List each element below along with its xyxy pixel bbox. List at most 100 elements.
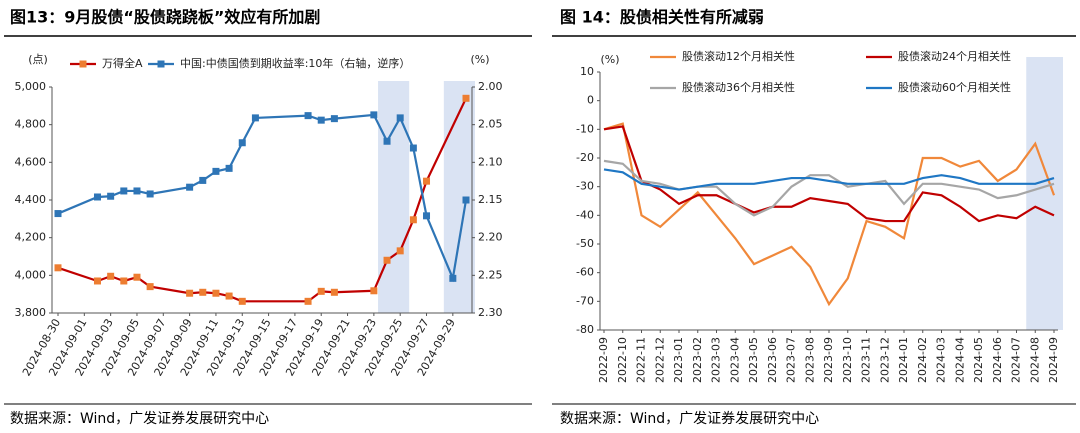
y-tick-label: 4,800 bbox=[15, 118, 47, 131]
x-tick-label: 2024-08 bbox=[1028, 337, 1041, 383]
y-tick-label: -60 bbox=[576, 266, 594, 279]
y2-tick-label: 2.20 bbox=[478, 231, 503, 244]
x-tick-label: 2024-02 bbox=[916, 337, 929, 383]
source-note: 数据来源：Wind，广发证券发展研究中心 bbox=[560, 411, 819, 427]
x-tick-label: 2023-06 bbox=[766, 337, 779, 383]
series-marker bbox=[383, 256, 391, 264]
x-tick-label: 2023-12 bbox=[878, 337, 891, 383]
series-marker bbox=[304, 112, 312, 120]
series-marker bbox=[423, 177, 431, 185]
legend-label: 股债滚动12个月相关性 bbox=[682, 49, 795, 63]
series-marker bbox=[54, 264, 62, 272]
x-tick-label: 2022-12 bbox=[653, 337, 666, 383]
source-note: 数据来源：Wind，广发证券发展研究中心 bbox=[10, 411, 269, 427]
chart-title: 图 14：股债相关性有所减弱 bbox=[560, 8, 764, 27]
x-tick-label: 2024-04 bbox=[953, 337, 966, 383]
y-axis-label: (%) bbox=[600, 53, 619, 66]
chart-title: 图13：9月股债“股债跷跷板”效应有所加剧 bbox=[10, 8, 320, 27]
x-tick-label: 2023-04 bbox=[728, 337, 741, 383]
series-marker bbox=[330, 288, 338, 296]
x-tick-label: 2024-01 bbox=[897, 337, 910, 383]
y-tick-label: -20 bbox=[576, 151, 594, 164]
series-marker bbox=[107, 272, 115, 280]
series-marker bbox=[146, 190, 154, 198]
series-marker bbox=[423, 212, 431, 220]
y-axis-label: (点) bbox=[28, 53, 48, 66]
series-marker bbox=[396, 114, 404, 122]
series-marker bbox=[133, 273, 141, 281]
y-tick-label: -10 bbox=[576, 122, 594, 135]
y-tick-label: 3,800 bbox=[15, 306, 47, 319]
series-marker bbox=[225, 164, 233, 172]
legend-label: 股债滚动36个月相关性 bbox=[682, 80, 795, 94]
x-tick-label: 2023-03 bbox=[710, 337, 723, 383]
series-marker bbox=[409, 144, 417, 152]
y2-tick-label: 2.15 bbox=[478, 193, 503, 206]
series-marker bbox=[317, 287, 325, 295]
series-marker bbox=[370, 287, 378, 295]
y-tick-label: 4,200 bbox=[15, 231, 47, 244]
series-marker bbox=[107, 192, 115, 200]
series-marker bbox=[93, 277, 101, 285]
y-tick-label: 4,400 bbox=[15, 193, 47, 206]
series-marker bbox=[186, 183, 194, 191]
series-line bbox=[603, 122, 1056, 307]
y-tick-label: 4,600 bbox=[15, 155, 47, 168]
y-tick-label: -50 bbox=[576, 237, 594, 250]
y2-tick-label: 2.25 bbox=[478, 268, 503, 281]
y-tick-label: 0 bbox=[587, 94, 594, 107]
series-marker bbox=[449, 274, 457, 282]
series-marker bbox=[120, 277, 128, 285]
y-tick-label: 10 bbox=[580, 65, 594, 78]
x-tick-label: 2024-06 bbox=[991, 337, 1004, 383]
highlight-band bbox=[443, 81, 475, 313]
series-marker bbox=[212, 167, 220, 175]
series-marker bbox=[133, 187, 141, 195]
legend-label: 股债滚动24个月相关性 bbox=[898, 49, 1011, 63]
series-marker bbox=[54, 210, 62, 218]
legend-label: 万得全A bbox=[102, 56, 143, 70]
legend-label: 中国:中债国债到期收益率:10年（右轴，逆序） bbox=[180, 56, 410, 70]
x-tick-label: 2022-11 bbox=[635, 337, 648, 383]
x-tick-label: 2023-07 bbox=[785, 337, 798, 383]
series-line bbox=[603, 168, 1055, 191]
series-marker bbox=[396, 247, 404, 255]
y-tick-label: -30 bbox=[576, 180, 594, 193]
x-tick-label: 2024-09 bbox=[1047, 337, 1060, 383]
series-line bbox=[603, 125, 1055, 223]
series-marker bbox=[330, 115, 338, 123]
y-tick-label: 5,000 bbox=[15, 80, 47, 93]
x-tick-label: 2022-10 bbox=[616, 337, 629, 383]
x-tick-label: 2023-02 bbox=[691, 337, 704, 383]
y-tick-label: -80 bbox=[576, 323, 594, 336]
x-tick-label: 2024-03 bbox=[935, 337, 948, 383]
series-marker bbox=[462, 94, 470, 102]
y2-tick-label: 2.10 bbox=[478, 155, 503, 168]
series-marker bbox=[186, 289, 194, 297]
series-marker bbox=[146, 283, 154, 291]
series-marker bbox=[409, 216, 417, 224]
x-tick-label: 2023-08 bbox=[803, 337, 816, 383]
series-marker bbox=[212, 289, 220, 297]
highlight-band bbox=[1026, 57, 1063, 330]
legend-marker bbox=[79, 60, 87, 68]
highlight-band bbox=[378, 81, 410, 313]
y2-tick-label: 2.05 bbox=[478, 118, 503, 131]
series-marker bbox=[238, 139, 246, 147]
x-tick-label: 2024-05 bbox=[972, 337, 985, 383]
series-marker bbox=[225, 292, 233, 300]
y-tick-label: -70 bbox=[576, 294, 594, 307]
y2-axis-label: (%) bbox=[470, 53, 489, 66]
legend-marker bbox=[157, 60, 165, 68]
series-marker bbox=[317, 116, 325, 124]
y2-tick-label: 2.30 bbox=[478, 306, 503, 319]
x-tick-label: 2024-07 bbox=[1010, 337, 1023, 383]
series-marker bbox=[238, 297, 246, 305]
series-line bbox=[57, 113, 468, 283]
x-tick-label: 2023-05 bbox=[747, 337, 760, 383]
series-marker bbox=[199, 176, 207, 184]
series-marker bbox=[383, 137, 391, 145]
y-tick-label: 4,000 bbox=[15, 268, 47, 281]
y2-tick-label: 2.00 bbox=[478, 80, 503, 93]
